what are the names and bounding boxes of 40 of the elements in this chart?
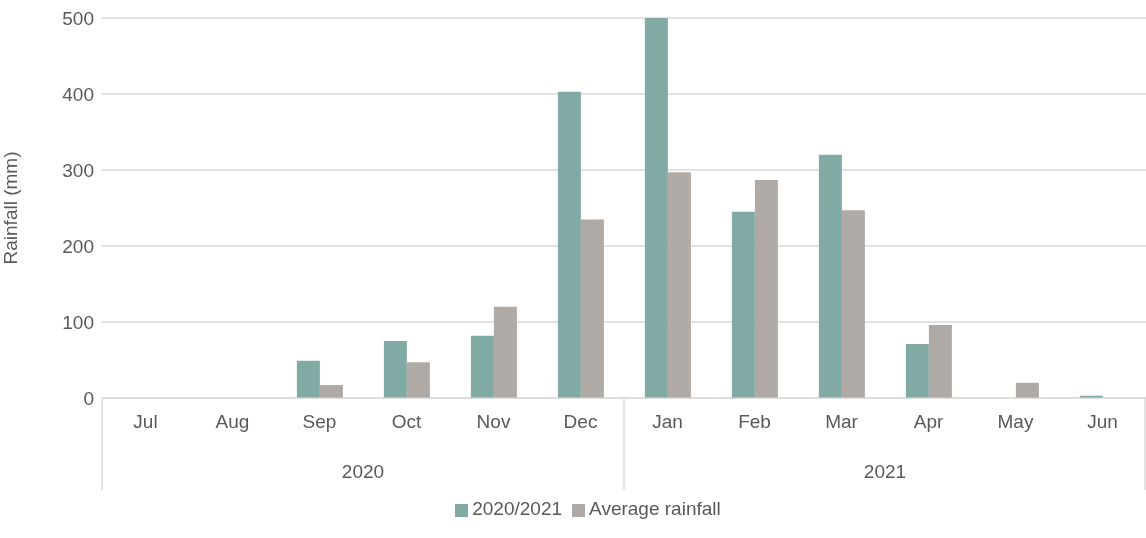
- bar: [493, 306, 517, 398]
- bar: [296, 360, 320, 398]
- x-tick-label: Dec: [563, 411, 598, 432]
- x-tick-label: Jun: [1087, 411, 1118, 432]
- bar: [905, 344, 929, 398]
- y-tick-label: 0: [83, 387, 94, 409]
- x-tick-label: Apr: [913, 411, 944, 432]
- bar: [928, 325, 952, 398]
- text: 2020: [340, 460, 386, 484]
- legend-label: Average rainfall: [589, 498, 721, 519]
- bar: [644, 18, 668, 398]
- y-tick-label: 400: [62, 83, 94, 105]
- x-tick-label: Mar: [825, 411, 859, 432]
- bar: [406, 362, 430, 398]
- bar: [841, 210, 865, 398]
- x-tick-label: Jan: [652, 411, 683, 432]
- x-tick-label: Feb: [738, 411, 771, 432]
- text: 2021: [862, 460, 908, 484]
- bar: [383, 341, 407, 398]
- bar: [319, 385, 343, 398]
- x-tick-label: Oct: [391, 411, 422, 432]
- x-tick-label: Nov: [476, 411, 511, 432]
- bar: [1015, 382, 1039, 398]
- y-tick-label: 300: [62, 159, 94, 181]
- y-tick-label: 500: [62, 7, 94, 29]
- bar: [818, 154, 842, 398]
- x-tick-label: Aug: [215, 411, 250, 432]
- x-tick-label: May: [997, 411, 1034, 432]
- y-tick-label: 200: [62, 235, 94, 257]
- bar: [754, 179, 778, 398]
- legend-label: 2020/2021: [472, 498, 563, 519]
- y-axis-title: Rainfall (mm): [0, 151, 21, 265]
- bar: [731, 211, 755, 398]
- x-tick-label: Sep: [302, 411, 337, 432]
- bar: [580, 219, 604, 398]
- x-tick-label: Jul: [133, 411, 158, 432]
- bar: [557, 91, 581, 398]
- y-tick-label: 100: [62, 311, 94, 333]
- bar: [667, 172, 691, 398]
- bar: [470, 335, 494, 398]
